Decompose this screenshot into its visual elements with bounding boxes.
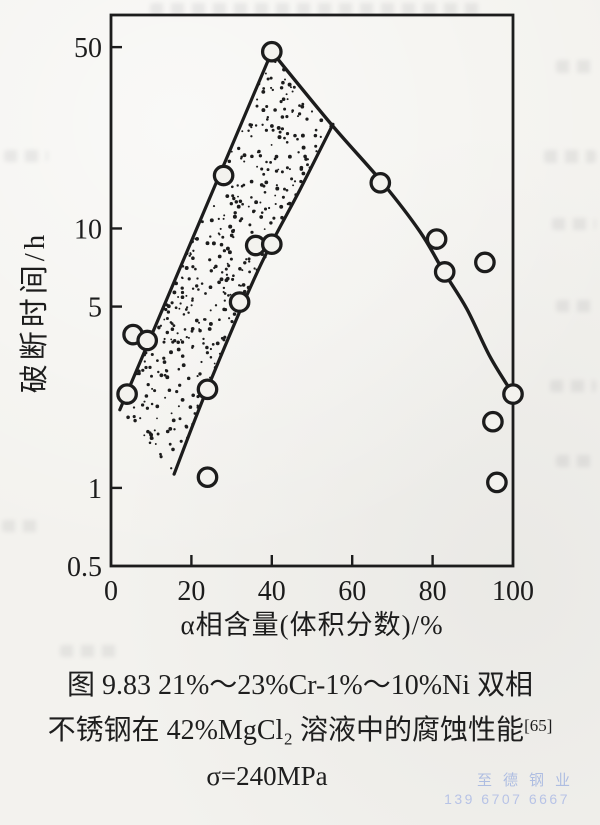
svg-text:破断时间/h: 破断时间/h	[18, 231, 51, 394]
caption-reference: [65]	[524, 716, 553, 735]
bleed-smudge	[544, 150, 596, 163]
svg-text:80: 80	[419, 576, 447, 607]
caption-line-1: 图 9.83 21%～23%Cr-1%～10%Ni 双相	[66, 670, 534, 701]
bleed-smudge	[550, 380, 596, 392]
bleed-smudge	[552, 218, 596, 230]
caption-line-2: 不锈钢在 42%MgCl₂ 溶液中的腐蚀性能[65]	[0, 708, 600, 753]
svg-text:1: 1	[88, 474, 102, 505]
caption-line-2-text: 不锈钢在 42%MgCl₂ 溶液中的腐蚀性能	[47, 715, 525, 746]
watermark: 至德钢业 139 6707 6667	[444, 769, 570, 807]
svg-text:20: 20	[177, 576, 205, 607]
bleed-smudge	[150, 3, 480, 15]
svg-text:10: 10	[74, 214, 102, 245]
caption-stress-condition: σ=240MPa	[206, 761, 328, 791]
watermark-phone: 139 6707 6667	[444, 791, 570, 807]
corrosion-scatter-chart: 50 10 5 1 0.50 20 40 60 80 100 破断时间/h α相含量(体积分数)/%	[18, 13, 534, 640]
svg-text:50: 50	[74, 33, 102, 64]
svg-text:α相含量(体积分数)/%: α相含量(体积分数)/%	[180, 610, 443, 640]
svg-text:60: 60	[338, 576, 366, 607]
figure-caption: 图 9.83 21%～23%Cr-1%～10%Ni 双相 不锈钢在 42%MgC…	[0, 663, 600, 799]
bleed-smudge	[4, 150, 48, 162]
bleed-smudge	[556, 60, 596, 73]
svg-text:5: 5	[88, 293, 102, 324]
bleed-smudge	[2, 520, 42, 532]
bleed-smudge	[556, 455, 596, 467]
svg-text:0.5: 0.5	[67, 552, 102, 583]
svg-text:40: 40	[258, 576, 286, 607]
bleed-smudge	[60, 645, 120, 657]
svg-text:0: 0	[104, 576, 118, 607]
watermark-company: 至德钢业	[476, 772, 581, 789]
svg-text:100: 100	[492, 576, 534, 607]
bleed-smudge	[556, 300, 596, 312]
